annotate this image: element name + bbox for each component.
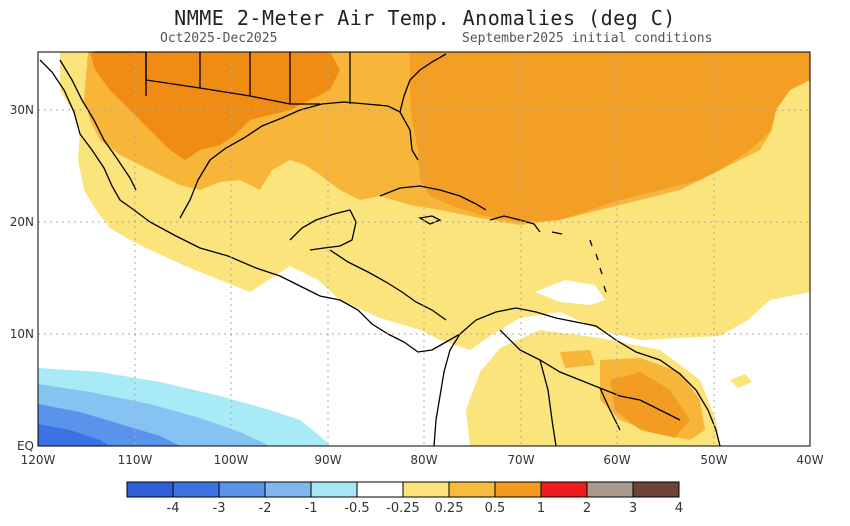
lat-tick-label: 30N: [10, 103, 34, 117]
map-title: NMME 2-Meter Air Temp. Anomalies (deg C): [174, 6, 676, 30]
colorbar-label: -2: [259, 501, 272, 516]
colorbar-label: -0.25: [386, 501, 420, 516]
colorbar-label: 3: [629, 501, 637, 516]
colorbar: -4 -3 -2 -1 -0.5 -0.25 0.25 0.5 1 2 3 4: [126, 481, 683, 516]
colorbar-label: 4: [675, 501, 683, 516]
lon-tick-labels: 120W 110W 100W 90W 80W 70W 60W 50W 40W: [21, 453, 824, 467]
lon-tick-label: 50W: [700, 453, 727, 467]
lat-tick-label: 10N: [10, 327, 34, 341]
lon-tick-label: 110W: [118, 453, 153, 467]
colorbar-label: 1: [537, 501, 545, 516]
initial-conditions: September2025 initial conditions: [462, 31, 713, 46]
colorbar-swatch: [310, 481, 358, 498]
colorbar-label: -3: [213, 501, 226, 516]
lon-tick-label: 80W: [410, 453, 437, 467]
lon-tick-label: 90W: [314, 453, 341, 467]
colorbar-label: 0.5: [485, 501, 506, 516]
forecast-period: Oct2025-Dec2025: [160, 31, 278, 46]
colorbar-swatch: [402, 481, 450, 498]
colorbar-swatch: [172, 481, 220, 498]
colorbar-swatch: [448, 481, 496, 498]
map-area: [37, 51, 811, 447]
lat-tick-label: EQ: [17, 439, 34, 453]
lat-tick-labels: 30N 20N 10N EQ: [10, 103, 34, 453]
colorbar-swatch: [540, 481, 588, 498]
colorbar-swatch: [586, 481, 634, 498]
colorbar-swatch: [356, 481, 404, 498]
colorbar-label: -1: [305, 501, 318, 516]
lon-tick-label: 120W: [21, 453, 56, 467]
colorbar-label: 0.25: [435, 501, 464, 516]
lon-tick-label: 70W: [507, 453, 534, 467]
colorbar-swatch: [218, 481, 266, 498]
lat-tick-label: 20N: [10, 215, 34, 229]
anomaly-region-orange: [90, 52, 340, 160]
colorbar-label: -4: [167, 501, 180, 516]
colorbar-label: 2: [583, 501, 591, 516]
colorbar-label: -0.5: [344, 501, 369, 516]
colorbar-swatch: [494, 481, 542, 498]
colorbar-swatch: [126, 481, 174, 498]
grid-lines: [38, 52, 810, 446]
lon-tick-label: 40W: [796, 453, 823, 467]
colorbar-swatch: [632, 481, 680, 498]
lon-tick-label: 100W: [214, 453, 249, 467]
lon-tick-label: 60W: [603, 453, 630, 467]
anomaly-region-yellow-patch: [730, 374, 752, 388]
anomaly-region-orange-east: [410, 52, 810, 222]
coastlines: [39, 51, 721, 447]
colorbar-swatch: [264, 481, 312, 498]
